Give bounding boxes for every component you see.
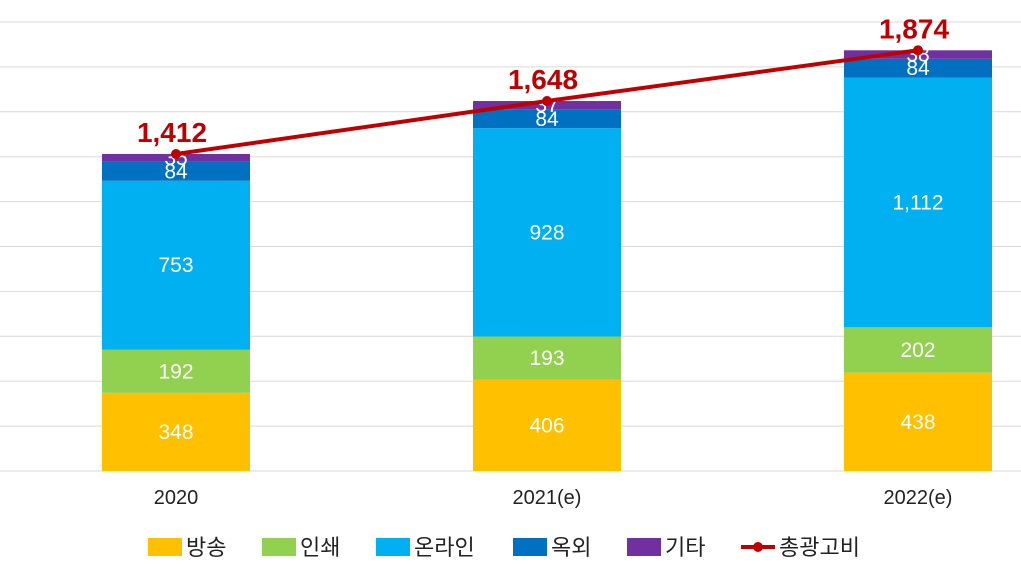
bar-segment-방송 <box>844 372 992 471</box>
legend-item-기타: 기타 <box>627 536 705 561</box>
data-label: 753 <box>158 254 193 277</box>
bar-segment-인쇄 <box>102 349 250 393</box>
data-label: 84 <box>906 57 930 80</box>
legend-label: 옥외 <box>551 536 591 561</box>
legend-label: 인쇄 <box>300 536 340 561</box>
bar-segment-옥외 <box>844 58 992 78</box>
legend-label: 총광고비 <box>779 536 860 561</box>
bar-segment-옥외 <box>473 109 621 129</box>
x-axis: 2020 2021(e) 2022(e) <box>154 487 953 509</box>
legend-swatch <box>376 538 410 556</box>
bar-segment-온라인 <box>844 77 992 328</box>
legend-item-방송: 방송 <box>148 536 226 561</box>
legend: 방송 인쇄 온라인 옥외 기타 총광고비 <box>148 536 860 561</box>
legend-item-총광고비: 총광고비 <box>741 536 860 561</box>
legend-marker <box>753 542 763 552</box>
data-label: 928 <box>529 221 564 244</box>
bar-segment-온라인 <box>102 180 250 350</box>
legend-swatch <box>513 538 547 556</box>
bar-segment-방송 <box>473 379 621 471</box>
data-label: 202 <box>900 339 935 362</box>
bar-segment-옥외 <box>102 161 250 181</box>
bar-segment-인쇄 <box>844 327 992 373</box>
legend-swatch <box>262 538 296 556</box>
total-line-point <box>542 96 552 107</box>
x-tick-label: 2022(e) <box>884 487 953 509</box>
bar-stack-0: 3481927538435 <box>102 147 250 471</box>
bar-stack-1: 4061939288437 <box>473 94 621 471</box>
data-label: 84 <box>164 160 188 183</box>
data-label: 84 <box>535 108 559 131</box>
legend-label: 기타 <box>665 536 705 561</box>
total-line: 1,412 1,648 1,874 <box>137 13 949 160</box>
bar-segment-온라인 <box>473 128 621 337</box>
bars: 348192753843540619392884374382021,112843… <box>102 44 992 471</box>
legend-item-옥외: 옥외 <box>513 536 591 561</box>
bar-segment-방송 <box>102 392 250 471</box>
x-tick-label: 2021(e) <box>513 487 582 509</box>
total-data-label: 1,648 <box>508 64 578 95</box>
legend-swatch <box>148 538 182 556</box>
legend-swatch <box>627 538 661 556</box>
data-label: 193 <box>529 347 564 370</box>
total-data-label: 1,874 <box>879 13 949 44</box>
bar-segment-인쇄 <box>473 336 621 380</box>
legend-label: 방송 <box>186 536 226 561</box>
data-label: 406 <box>529 414 564 437</box>
data-label: 192 <box>158 360 193 383</box>
total-line-point <box>913 45 923 56</box>
legend-item-인쇄: 인쇄 <box>262 536 340 561</box>
x-tick-label: 2020 <box>154 487 199 509</box>
total-data-label: 1,412 <box>137 117 207 148</box>
legend-item-온라인: 온라인 <box>376 536 475 561</box>
data-label: 348 <box>158 421 193 444</box>
data-label: 1,112 <box>893 191 944 214</box>
legend-label: 온라인 <box>414 536 475 561</box>
total-line-point <box>171 149 181 160</box>
data-label: 438 <box>900 411 935 434</box>
